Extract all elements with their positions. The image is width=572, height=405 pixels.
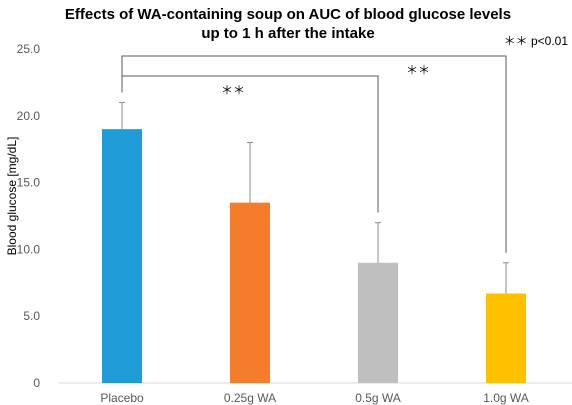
x-tick-label: Placebo <box>100 391 144 405</box>
y-tick-label: 5.0 <box>23 309 40 323</box>
x-tick-label: 0.5g WA <box>355 391 401 405</box>
y-tick-label: 20.0 <box>17 109 41 123</box>
significance-label: ＊＊ <box>221 83 245 97</box>
bars <box>102 101 526 383</box>
y-axis-ticks: 0 5.0 10.0 15.0 20.0 25.0 <box>17 42 41 390</box>
y-tick-label: 10.0 <box>17 242 41 256</box>
significance-bracket <box>121 55 507 253</box>
x-tick-label: 0.25g WA <box>224 391 276 405</box>
bar <box>358 262 398 383</box>
x-axis-ticks: Placebo 0.25g WA 0.5g WA 1.0g WA <box>100 391 528 405</box>
y-tick-label: 0 <box>33 376 40 390</box>
significance-label: ＊＊ <box>406 63 430 77</box>
bar <box>486 293 526 383</box>
chart-title-line-1: Effects of WA-containing soup on AUC of … <box>65 6 511 23</box>
y-axis-label: Blood glucose [mg/dL] <box>5 137 19 256</box>
x-tick-label: 1.0g WA <box>483 391 529 405</box>
bar <box>230 202 270 383</box>
y-tick-label: 25.0 <box>17 42 41 56</box>
chart-title-line-2: up to 1 h after the intake <box>201 25 374 42</box>
bar <box>102 129 142 383</box>
significance-brackets: ＊＊ ＊＊ <box>121 55 507 253</box>
significance-note: ＊＊ p<0.01 <box>504 34 569 48</box>
y-tick-label: 15.0 <box>17 176 41 190</box>
